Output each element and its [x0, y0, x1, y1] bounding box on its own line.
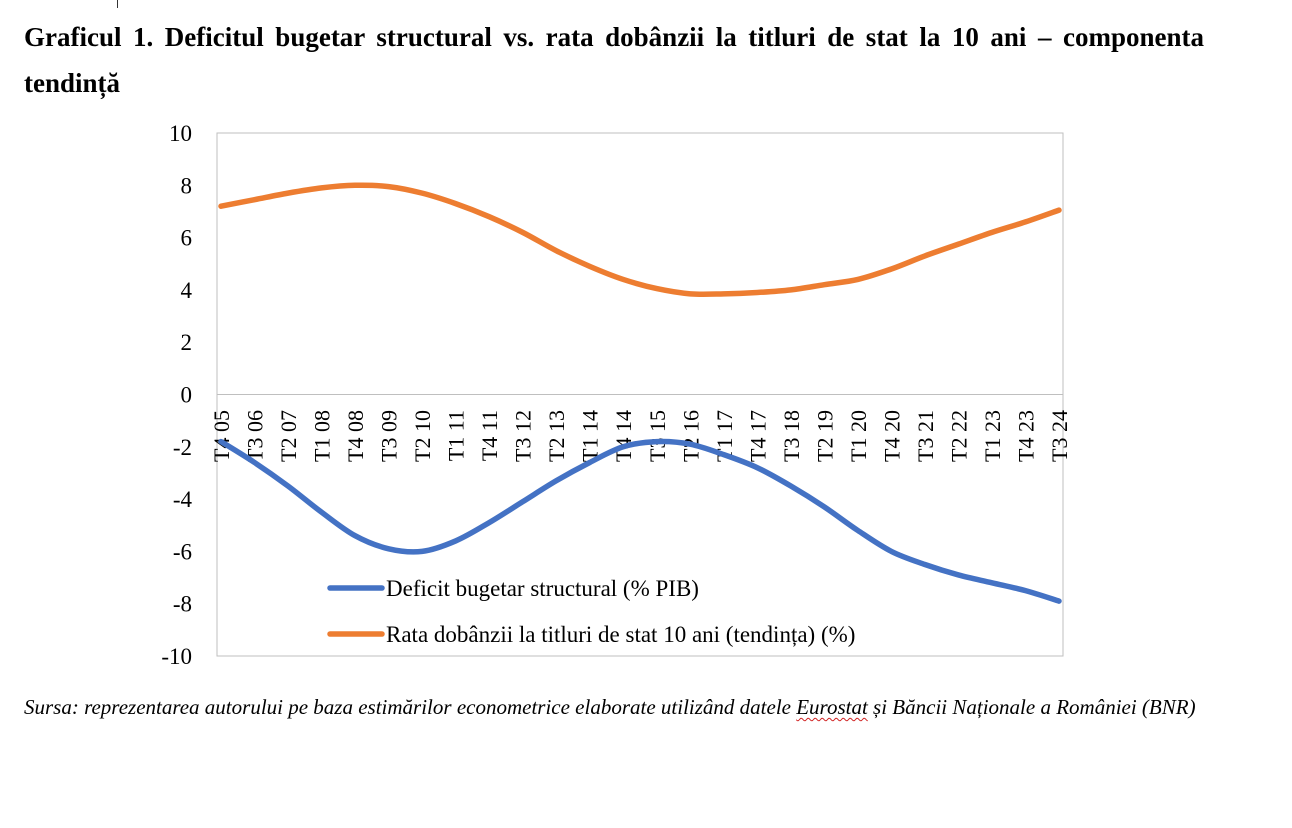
- x-tick-label: T1 20: [846, 410, 871, 462]
- x-tick-label: T1 14: [578, 410, 603, 462]
- y-tick-label: -4: [173, 487, 193, 512]
- series-line-interest-rate: [218, 182, 1062, 298]
- source-note: Sursa: reprezentarea autorului pe baza e…: [24, 690, 1204, 724]
- x-tick-label: T4 20: [879, 410, 904, 462]
- x-tick-label: T2 16: [678, 410, 703, 462]
- y-tick-label: -6: [173, 539, 192, 564]
- y-axis-tick-labels: 10 8 6 4 2 0 -2 -4 -6 -8 -10: [161, 121, 192, 669]
- x-tick-label: T3 18: [779, 410, 804, 462]
- x-tick-label: T3 06: [243, 410, 268, 462]
- y-tick-label: 10: [169, 121, 192, 146]
- x-tick-label: T4 17: [745, 410, 770, 462]
- y-tick-label: 6: [181, 226, 193, 251]
- x-tick-label: T2 10: [410, 410, 435, 462]
- source-highlight-eurostat: Eurostat: [796, 695, 868, 719]
- y-tick-label: 8: [181, 173, 193, 198]
- legend-label: Deficit bugetar structural (% PIB): [386, 576, 699, 601]
- x-tick-label: T3 09: [377, 410, 402, 462]
- x-tick-label: T1 11: [444, 410, 469, 461]
- x-tick-label: T2 07: [276, 410, 301, 462]
- chart-title: Graficul 1. Deficitul bugetar structural…: [24, 22, 1204, 98]
- x-tick-label: T4 08: [343, 410, 368, 462]
- x-tick-label: T1 08: [310, 410, 335, 462]
- y-tick-label: -10: [161, 644, 192, 669]
- x-tick-label: T4 11: [477, 410, 502, 461]
- x-tick-label: T3 15: [645, 410, 670, 462]
- source-text-after: și Băncii Naționale a României (BNR): [867, 695, 1196, 719]
- series-line-deficit: [218, 438, 1062, 604]
- series-lines: [218, 182, 1062, 604]
- x-tick-label: T4 23: [1013, 410, 1038, 462]
- source-text-before: Sursa: reprezentarea autorului pe baza e…: [24, 695, 797, 719]
- x-tick-label: T2 22: [946, 410, 971, 462]
- x-tick-label: T1 23: [980, 410, 1005, 462]
- y-tick-label: -2: [173, 435, 192, 460]
- x-tick-label: T3 24: [1047, 410, 1072, 462]
- x-tick-label: T3 21: [913, 410, 938, 462]
- x-axis-tick-labels: T4 05 T3 06 T2 07 T1 08 T4 08 T3 09 T2 10 T1 11…: [209, 410, 1072, 462]
- x-tick-label: T2 19: [812, 410, 837, 462]
- text-cursor-mark: [117, 0, 118, 8]
- y-tick-label: 2: [181, 330, 193, 355]
- x-tick-label: T4 14: [611, 410, 636, 462]
- legend-label: Rata dobânzii la titluri de stat 10 ani …: [386, 622, 855, 647]
- y-tick-label: -8: [173, 592, 192, 617]
- x-tick-label: T3 12: [511, 410, 536, 462]
- x-tick-label: T2 13: [544, 410, 569, 462]
- legend: Deficit bugetar structural (% PIB) Rata d…: [327, 576, 855, 647]
- y-tick-label: 0: [181, 383, 193, 408]
- x-tick-label: T4 05: [209, 410, 234, 462]
- y-tick-label: 4: [181, 278, 193, 303]
